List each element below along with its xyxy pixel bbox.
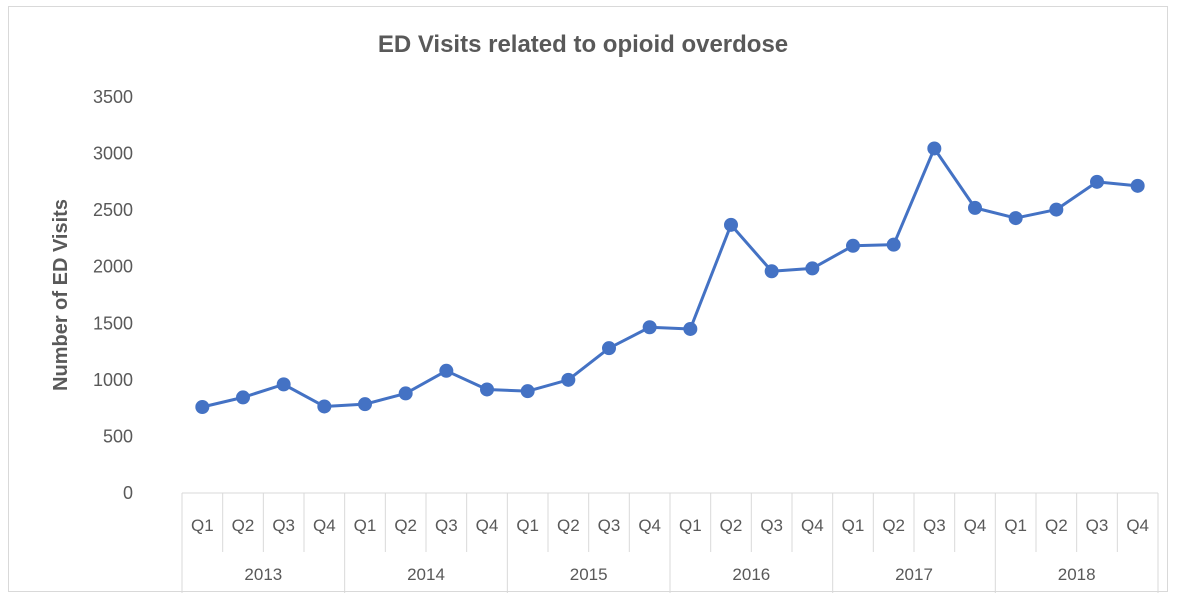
data-point [602, 341, 616, 356]
y-tick-label: 3500 [93, 87, 133, 107]
y-tick-label: 3000 [93, 144, 133, 164]
data-point [276, 377, 291, 392]
data-point [480, 382, 494, 397]
x-tick-label-quarter: Q4 [964, 516, 987, 535]
x-tick-label-quarter: Q3 [272, 516, 295, 535]
data-point [764, 264, 779, 279]
x-tick-label-year: 2017 [895, 565, 933, 584]
data-point [358, 397, 372, 412]
x-tick-label-quarter: Q4 [638, 516, 661, 535]
x-axis: Q1 Q2 Q3 Q4 Q1 Q2 Q3 Q4 Q1 Q2 Q3 Q4 Q1 Q2 Q3 Q4 Q1 Q2 Q3 Q4… [181, 492, 1159, 593]
y-tick-label: 500 [103, 426, 133, 446]
x-tick-label-quarter: Q4 [476, 516, 499, 535]
data-point [236, 390, 250, 405]
x-tick-label-quarter: Q2 [557, 516, 580, 535]
data-point [1049, 202, 1064, 217]
data-point [1008, 211, 1023, 226]
y-tick-label: 1000 [93, 370, 133, 390]
chart-frame [8, 6, 1168, 592]
data-point [520, 384, 535, 399]
x-tick-label-quarter: Q4 [313, 516, 336, 535]
data-point [724, 217, 738, 232]
data-point [642, 320, 657, 335]
data-point [1130, 178, 1145, 193]
x-tick-label-year: 2014 [407, 565, 445, 584]
y-axis: 0 500 1000 1500 2000 2500 3000 3500 [93, 87, 133, 503]
series-line [201, 146, 1138, 409]
x-tick-label-year: 2015 [570, 565, 608, 584]
x-tick-label-quarter: Q2 [394, 516, 417, 535]
x-tick-label-quarter: Q3 [923, 516, 946, 535]
x-tick-label-quarter: Q4 [801, 516, 824, 535]
x-tick-label-quarter: Q2 [232, 516, 255, 535]
x-tick-label-quarter: Q3 [760, 516, 783, 535]
x-tick-label-quarter: Q3 [598, 516, 621, 535]
series-group [195, 141, 1145, 415]
data-point [561, 372, 576, 387]
data-point [439, 363, 454, 378]
x-tick-label-quarter: Q2 [882, 516, 905, 535]
data-point [968, 200, 982, 215]
x-tick-label-quarter: Q2 [720, 516, 743, 535]
y-tick-label: 2000 [93, 257, 133, 277]
y-axis-label: Number of ED Visits [50, 199, 72, 391]
data-point [927, 141, 942, 156]
data-point [398, 386, 413, 401]
x-tick-label-quarter: Q2 [1045, 516, 1068, 535]
y-tick-label: 1500 [93, 313, 133, 333]
x-tick-label-quarter: Q4 [1126, 516, 1149, 535]
data-point [1090, 174, 1104, 189]
data-point [805, 261, 820, 276]
y-tick-label: 2500 [93, 200, 133, 220]
x-tick-label-quarter: Q1 [842, 516, 865, 535]
x-tick-label-quarter: Q1 [1004, 516, 1027, 535]
chart-title: ED Visits related to opioid overdose [378, 31, 788, 58]
x-tick-label-quarter: Q1 [191, 516, 214, 535]
data-point [195, 400, 210, 415]
x-tick-label-year: 2016 [732, 565, 770, 584]
x-tick-label-quarter: Q1 [679, 516, 702, 535]
x-tick-label-quarter: Q1 [516, 516, 539, 535]
x-tick-label-year: 2018 [1058, 565, 1096, 584]
data-point [886, 237, 901, 252]
x-tick-label-quarter: Q3 [435, 516, 458, 535]
data-point [317, 399, 332, 414]
y-tick-label: 0 [123, 483, 133, 503]
x-tick-label-quarter: Q3 [1086, 516, 1109, 535]
x-tick-label-quarter: Q1 [354, 516, 377, 535]
data-point [683, 321, 698, 336]
data-point [846, 238, 860, 253]
x-tick-label-year: 2013 [244, 565, 282, 584]
